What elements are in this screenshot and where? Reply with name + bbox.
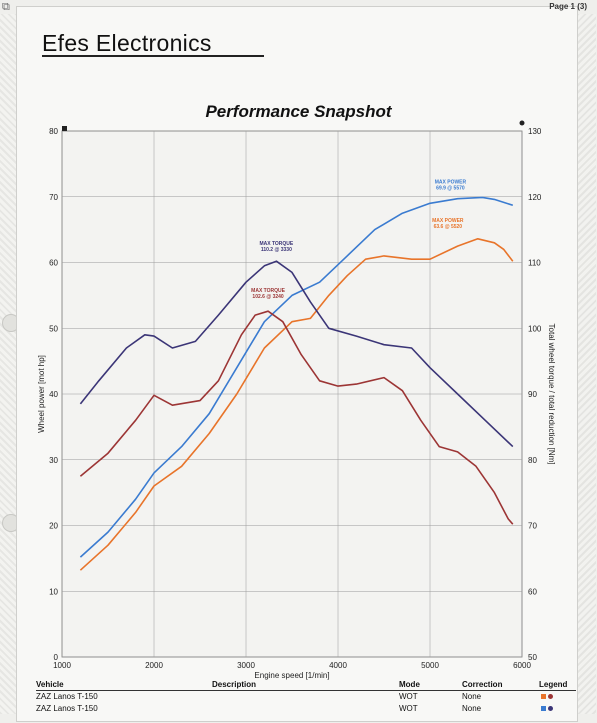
x-tick-label: 4000: [329, 661, 347, 670]
y-left-tick-label: 10: [49, 587, 58, 596]
annotation-label: MAX POWER: [435, 179, 467, 185]
table-row: ZAZ Lanos T-150 WOT None: [36, 692, 576, 702]
y-left-tick-label: 80: [49, 127, 58, 136]
header-correction: Correction: [462, 680, 503, 689]
y-right-tick-label: 120: [528, 193, 542, 202]
row-vehicle: ZAZ Lanos T-150: [36, 704, 98, 713]
window-restore-icon[interactable]: ⧉: [2, 1, 10, 13]
annotation-value: 69.9 @ 5570: [436, 185, 465, 191]
y-left-tick-label: 70: [49, 193, 58, 202]
x-tick-label: 2000: [145, 661, 163, 670]
annotation-value: 63.6 @ 5520: [434, 224, 463, 230]
corner-marker: [62, 126, 67, 131]
legend-swatch-power: [541, 706, 546, 711]
y-axis-left-label: Wheel power [mot hp]: [37, 355, 46, 433]
series-lines: [79, 196, 514, 571]
header-vehicle: Vehicle: [36, 680, 64, 689]
header-description: Description: [212, 680, 257, 689]
row-vehicle: ZAZ Lanos T-150: [36, 692, 98, 701]
row-mode: WOT: [399, 692, 418, 701]
annotation-label: MAX POWER: [432, 218, 464, 224]
torque-line-red: [79, 310, 514, 525]
annotation-label: MAX TORQUE: [251, 288, 285, 294]
x-tick-label: 6000: [513, 661, 531, 670]
header-legend: Legend: [539, 680, 568, 689]
y-left-tick-label: 20: [49, 522, 58, 531]
y-right-tick-label: 110: [528, 259, 541, 268]
row-correction: None: [462, 692, 482, 701]
row-legend-swatches: [541, 704, 555, 713]
x-tick-label: 5000: [421, 661, 439, 670]
x-tick-label: 3000: [237, 661, 255, 670]
y-left-tick-label: 40: [49, 390, 58, 399]
x-tick-label: 1000: [53, 661, 71, 670]
chart-title: Performance Snapshot: [205, 102, 392, 121]
y-axis-right-label: Total wheel torque / total reduction [Nm…: [547, 324, 556, 465]
company-name: Efes Electronics: [42, 30, 212, 56]
binder-strip-left: [0, 14, 20, 714]
annotation-value: 110.2 @ 3330: [261, 247, 292, 253]
y-right-tick-label: 60: [528, 587, 537, 596]
table-divider: [36, 690, 576, 691]
grid-lines: [61, 130, 523, 658]
y-left-tick-label: 0: [54, 653, 59, 662]
y-left-tick-label: 60: [49, 259, 58, 268]
power-line-orange: [79, 238, 514, 571]
row-correction: None: [462, 704, 482, 713]
company-underline: [42, 55, 264, 57]
y-left-tick-label: 30: [49, 456, 58, 465]
y-right-tick-label: 130: [528, 127, 542, 136]
annotation-label: MAX TORQUE: [259, 241, 293, 247]
y-right-tick-label: 90: [528, 390, 537, 399]
x-tick-labels: 1000 2000 3000 4000 5000 6000: [53, 661, 531, 670]
legend-swatch-torque: [548, 694, 553, 699]
corner-dot: [519, 120, 525, 126]
y-right-tick-label: 50: [528, 653, 537, 662]
annotation-value: 102.6 @ 3240: [252, 294, 284, 300]
y-left-tick-label: 50: [49, 324, 58, 333]
power-line-blue: [79, 196, 514, 558]
y-right-tick-label: 80: [528, 456, 537, 465]
page-number: Page 1 (3): [549, 2, 587, 11]
table-row: ZAZ Lanos T-150 WOT None: [36, 704, 576, 714]
torque-line-navy: [79, 260, 514, 448]
table-header: Vehicle Description Mode Correction Lege…: [36, 680, 576, 690]
row-mode: WOT: [399, 704, 418, 713]
x-axis-label: Engine speed [1/min]: [254, 671, 329, 680]
y-right-tick-label: 70: [528, 522, 537, 531]
y-right-tick-label: 100: [528, 324, 542, 333]
row-legend-swatches: [541, 692, 555, 701]
y-left-tick-labels: 0 10 20 30 40 50 60 70 80: [49, 127, 58, 662]
legend-swatch-torque: [548, 706, 553, 711]
legend-swatch-power: [541, 694, 546, 699]
y-right-tick-labels: 50 60 70 80 90 100 110 120 130: [528, 127, 542, 662]
header-mode: Mode: [399, 680, 420, 689]
